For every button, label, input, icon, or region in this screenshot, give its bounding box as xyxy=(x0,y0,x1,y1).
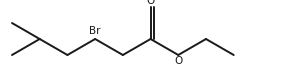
Text: Br: Br xyxy=(89,26,101,36)
Text: O: O xyxy=(174,56,182,66)
Text: O: O xyxy=(147,0,155,6)
